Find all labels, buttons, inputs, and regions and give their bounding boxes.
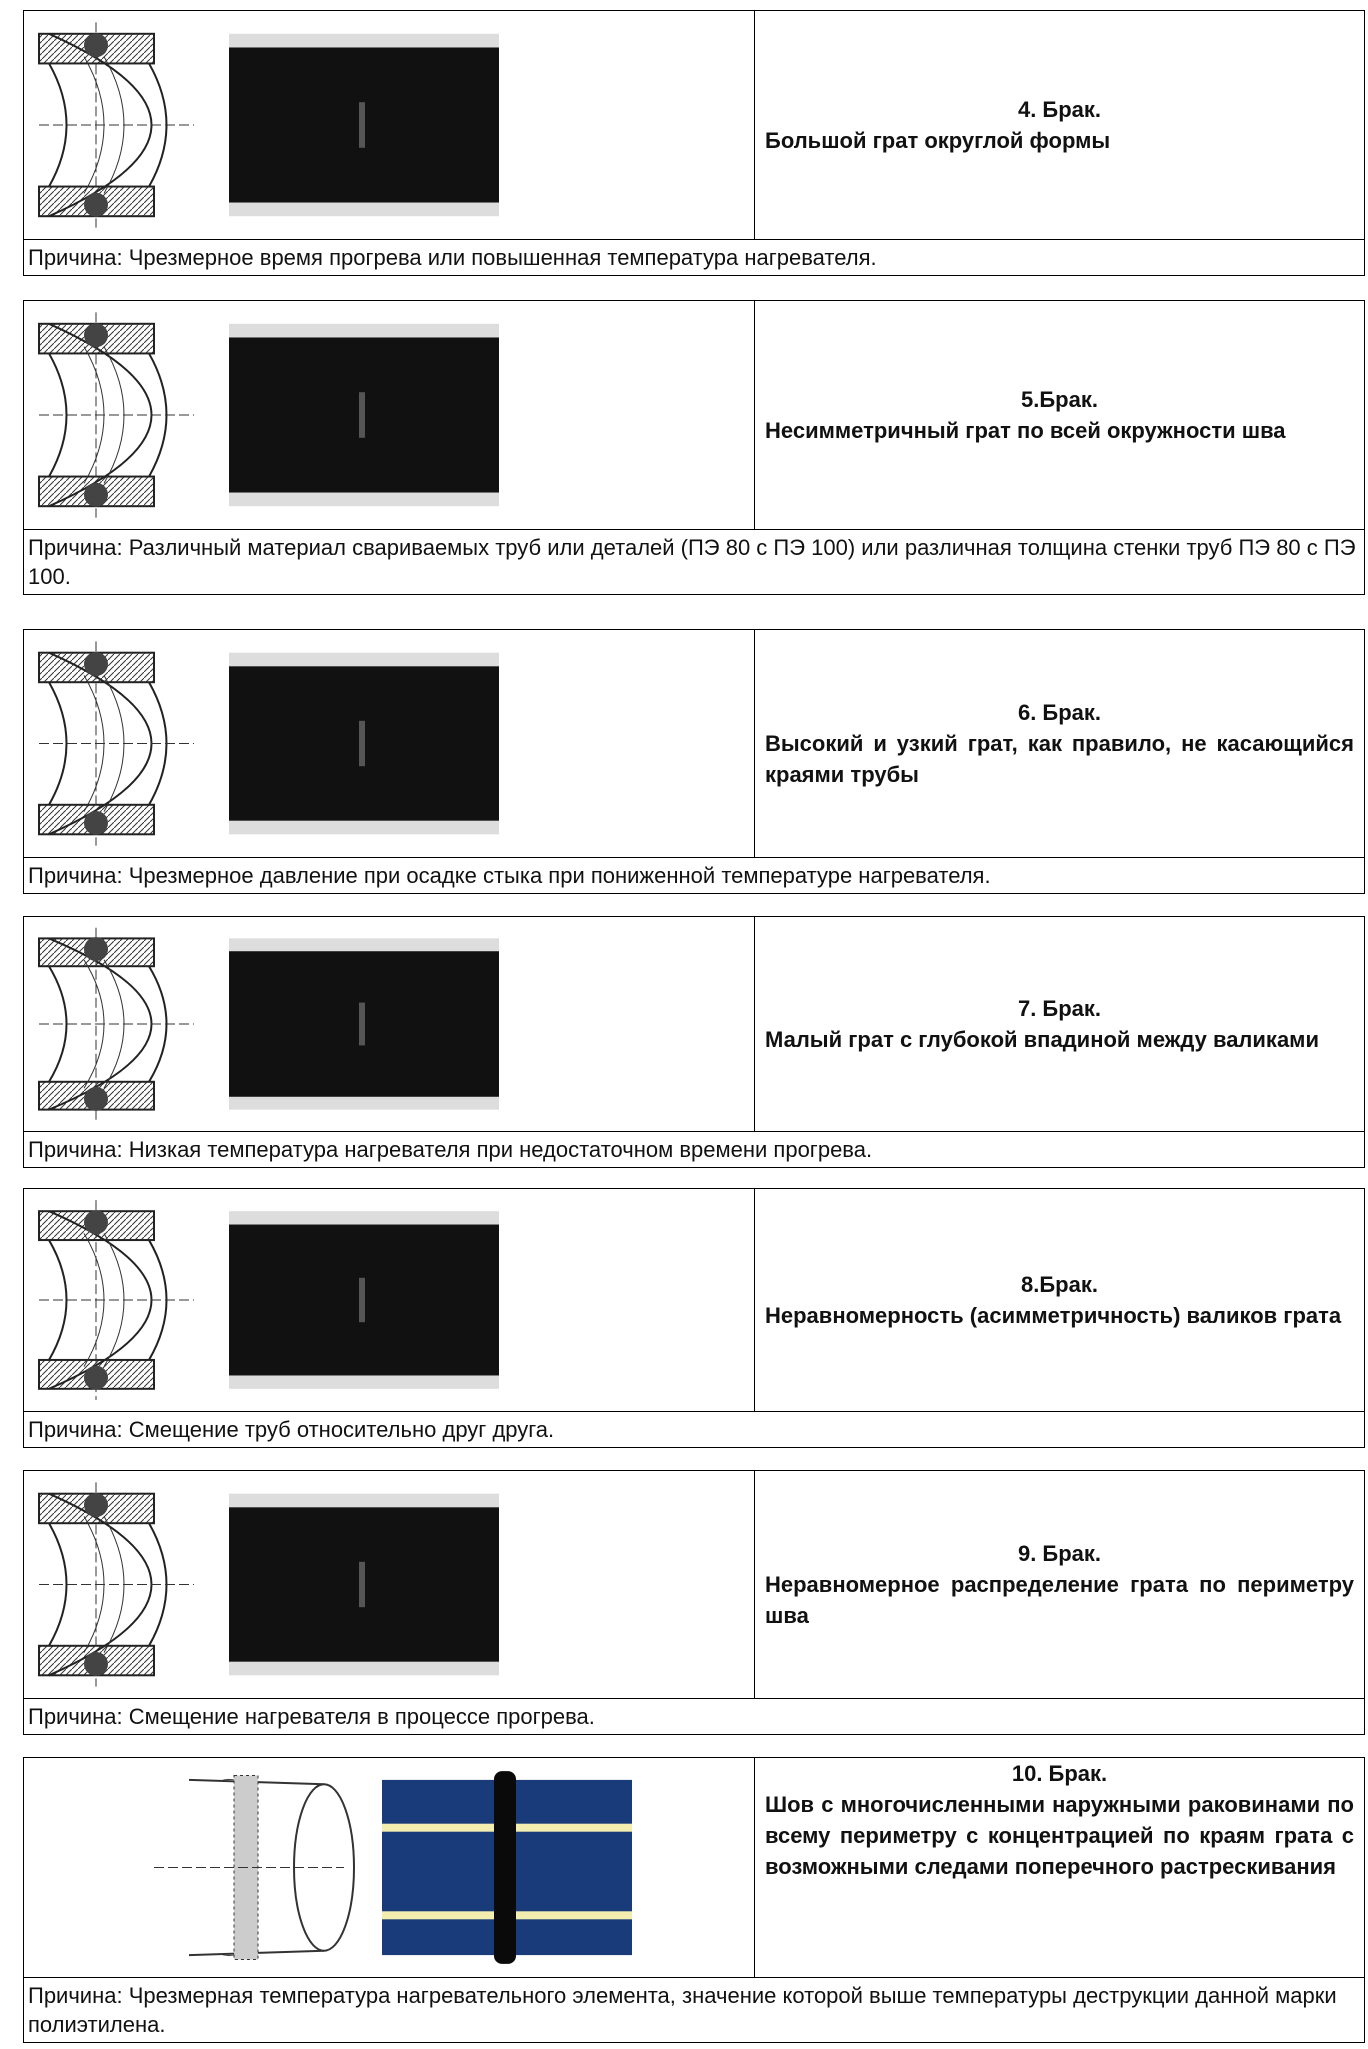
- text-cell: 10. Брак. Шов с многочисленными наружными…: [755, 1758, 1364, 1977]
- defect-block: 10. Брак. Шов с многочисленными наружными…: [23, 1757, 1365, 2043]
- image-cell: [24, 917, 755, 1131]
- defect-title: 6. Брак.: [1017, 700, 1102, 725]
- defect-cause: Причина: Чрезмерная температура нагреват…: [28, 1983, 1337, 2037]
- text-cell: 5.Брак. Несимметричный грат по всей окруж…: [755, 301, 1364, 529]
- defect-block: 8.Брак. Неравномерность (асимметричность)…: [23, 1188, 1365, 1448]
- defect-description: Высокий и узкий грат, как правило, не ка…: [765, 731, 1354, 787]
- defect-row: 7. Брак. Малый грат с глубокой впадиной м…: [24, 917, 1364, 1132]
- defect-cause: Причина: Чрезмерное давление при осадке …: [28, 863, 991, 888]
- defect-block: 5.Брак. Несимметричный грат по всей окруж…: [23, 300, 1365, 595]
- illustration: [38, 312, 499, 518]
- defect-description: Большой грат округлой формы: [765, 128, 1111, 153]
- image-cell: [24, 630, 755, 857]
- image-cell: [24, 11, 755, 239]
- defect-cause: Причина: Различный материал свариваемых …: [28, 535, 1356, 589]
- defect-description: Неравномерность (асимметричность) валико…: [765, 1303, 1342, 1328]
- defect-title: 10. Брак.: [1011, 1761, 1108, 1786]
- defect-title: 9. Брак.: [1017, 1541, 1102, 1566]
- defect-title: 4. Брак.: [1017, 97, 1102, 122]
- defect-cause: Причина: Низкая температура нагревателя …: [28, 1137, 873, 1162]
- defect-title: 7. Брак.: [1017, 996, 1102, 1021]
- text-cell: 7. Брак. Малый грат с глубокой впадиной м…: [755, 917, 1364, 1131]
- defect-block: 6. Брак. Высокий и узкий грат, как правил…: [23, 629, 1365, 894]
- defect-cause: Причина: Смещение труб относительно друг…: [28, 1417, 555, 1442]
- image-cell: [24, 301, 755, 529]
- text-cell: 8.Брак. Неравномерность (асимметричность)…: [755, 1189, 1364, 1411]
- defect-row: 8.Брак. Неравномерность (асимметричность)…: [24, 1189, 1364, 1412]
- defect-description: Несимметричный грат по всей окружности ш…: [765, 418, 1286, 443]
- illustration: [38, 1482, 499, 1687]
- illustration: [38, 927, 499, 1121]
- defect-block: 4. Брак. Большой грат округлой формы Причи…: [23, 10, 1365, 276]
- defect-cause: Причина: Чрезмерное время прогрева или п…: [28, 245, 877, 270]
- defect-block: 9. Брак. Неравномерное распределение грат…: [23, 1470, 1365, 1735]
- illustration: [38, 22, 499, 228]
- defect-description: Шов с многочисленными наружными раковина…: [765, 1792, 1354, 1879]
- text-cell: 4. Брак. Большой грат округлой формы: [755, 11, 1364, 239]
- illustration: [38, 1200, 499, 1400]
- image-cell: [24, 1189, 755, 1411]
- defect-row: 10. Брак. Шов с многочисленными наружными…: [24, 1758, 1364, 1978]
- text-cell: 9. Брак. Неравномерное распределение грат…: [755, 1471, 1364, 1698]
- image-cell: [24, 1471, 755, 1698]
- text-cell: 6. Брак. Высокий и узкий грат, как правил…: [755, 630, 1364, 857]
- defect-cause: Причина: Смещение нагревателя в процессе…: [28, 1704, 595, 1729]
- defect-block: 7. Брак. Малый грат с глубокой впадиной м…: [23, 916, 1365, 1168]
- defect-row: 6. Брак. Высокий и узкий грат, как правил…: [24, 630, 1364, 858]
- defect-title: 8.Брак.: [1021, 1272, 1098, 1297]
- defect-title: 5.Брак.: [1021, 387, 1098, 412]
- defect-description: Неравномерное распределение грата по пер…: [765, 1572, 1354, 1628]
- defect-row: 5.Брак. Несимметричный грат по всей окруж…: [24, 301, 1364, 530]
- image-cell: [24, 1758, 755, 1977]
- defect-row: 9. Брак. Неравномерное распределение грат…: [24, 1471, 1364, 1699]
- illustration: [124, 1771, 632, 1964]
- defect-description: Малый грат с глубокой впадиной между вал…: [765, 1027, 1319, 1052]
- defect-row: 4. Брак. Большой грат округлой формы: [24, 11, 1364, 240]
- illustration: [38, 641, 499, 846]
